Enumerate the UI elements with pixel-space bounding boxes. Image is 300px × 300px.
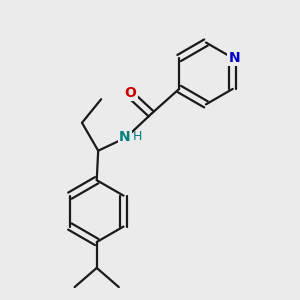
Text: N: N	[119, 130, 130, 145]
Text: O: O	[124, 86, 136, 100]
Text: N: N	[228, 51, 240, 65]
Text: H: H	[133, 130, 142, 143]
